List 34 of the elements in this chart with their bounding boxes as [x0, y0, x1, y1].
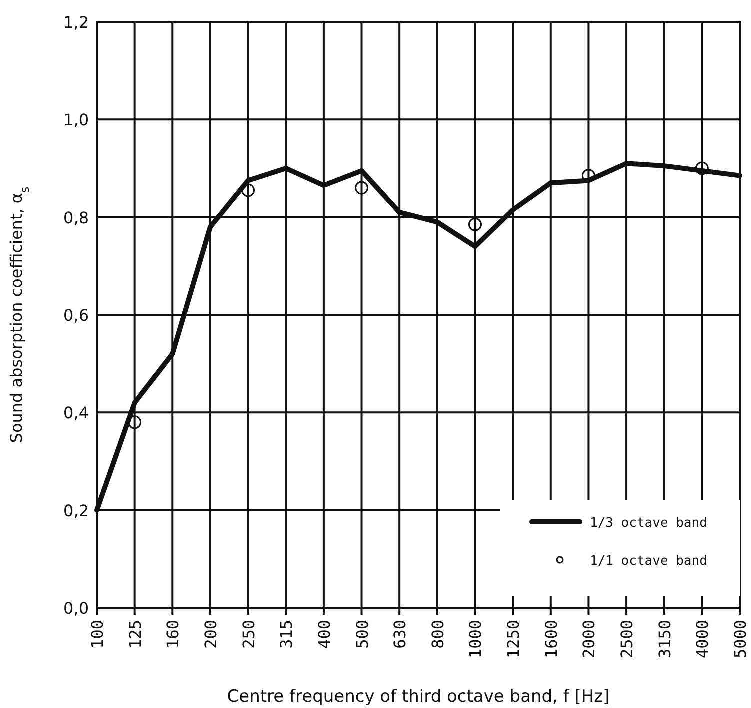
x-tick-label: 1250 — [504, 620, 524, 659]
x-tick-label: 125 — [126, 620, 145, 649]
y-tick-label: 0,0 — [64, 599, 89, 618]
legend-label: 1/3 octave band — [590, 516, 708, 531]
x-tick-label: 400 — [314, 620, 334, 649]
x-tick-label: 800 — [428, 620, 448, 649]
x-tick-label: 630 — [390, 620, 410, 649]
point — [582, 169, 596, 183]
y-tick-label: 0,2 — [64, 501, 89, 520]
point — [695, 162, 709, 176]
x-tick-label: 1000 — [466, 620, 486, 659]
x-tick-label: 160 — [164, 620, 183, 649]
x-tick-label: 315 — [277, 620, 296, 649]
x-tick-label: 500 — [352, 620, 372, 649]
x-tick-label: 5000 — [731, 620, 750, 659]
legend-label: 1/1 octave band — [590, 554, 708, 569]
point — [242, 184, 256, 198]
x-axis-title: Centre frequency of third octave band, f [Hz] — [227, 687, 610, 707]
y-tick-label: 0,6 — [64, 306, 89, 325]
point — [128, 416, 142, 430]
y-tick-label: 0,4 — [64, 404, 89, 423]
x-tick-label: 2500 — [618, 620, 637, 659]
x-tick-label: 2000 — [580, 620, 599, 659]
x-tick-label: 250 — [239, 620, 258, 649]
point — [355, 181, 369, 195]
y-tick-label: 0,8 — [64, 208, 89, 228]
x-tick-label: 200 — [201, 620, 220, 649]
x-tick-label: 1600 — [542, 620, 561, 659]
x-tick-label: 4000 — [693, 620, 712, 659]
x-tick-label: 100 — [88, 620, 107, 649]
point — [468, 218, 482, 232]
y-tick-label: 1,2 — [64, 13, 89, 32]
x-tick-label: 3150 — [655, 620, 674, 659]
y-tick-label: 1,0 — [64, 110, 89, 130]
